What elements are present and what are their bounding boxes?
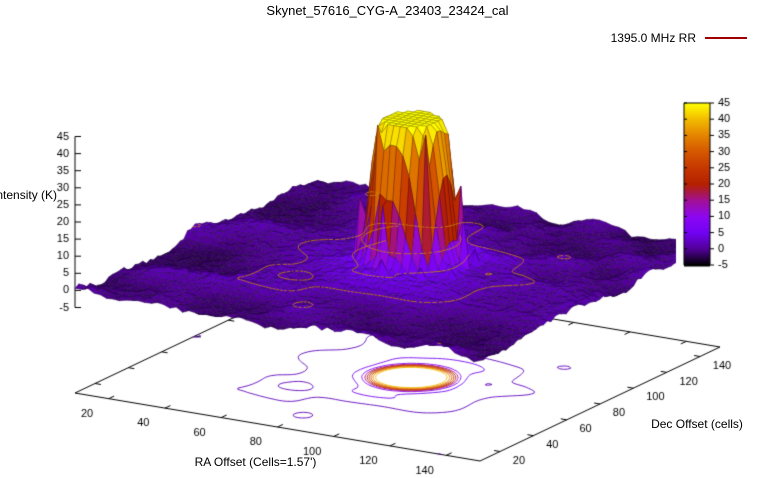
legend-line-sample — [705, 37, 747, 39]
y-axis-label: Dec Offset (cells) — [651, 417, 743, 431]
z-axis-label: Intensity (K) — [0, 188, 58, 202]
plot-title: Skynet_57616_CYG-A_23403_23424_cal — [266, 3, 509, 18]
legend-label: 1395.0 MHz RR — [610, 31, 696, 45]
legend: 1395.0 MHz RR — [611, 31, 747, 45]
x-axis-label: RA Offset (Cells=1.57') — [194, 455, 317, 469]
